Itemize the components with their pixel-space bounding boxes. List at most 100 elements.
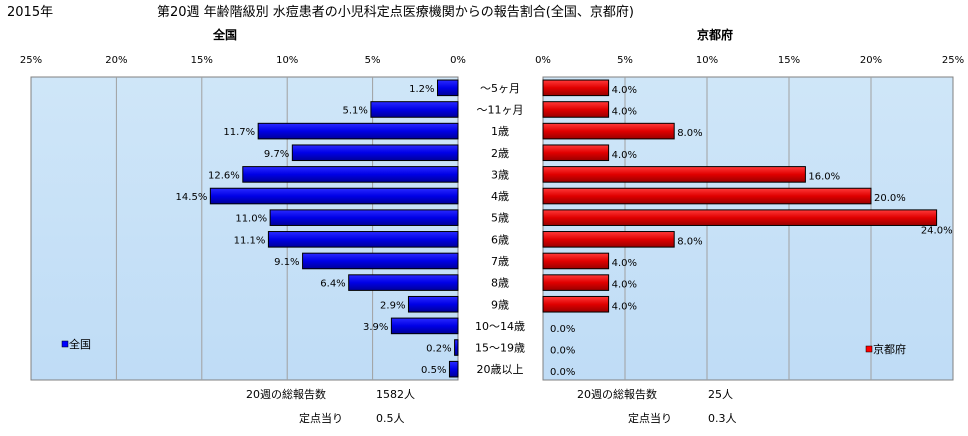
national-plot-area <box>30 76 459 381</box>
national-bar <box>348 274 459 291</box>
kyoto-tick-label: 15% <box>778 55 800 66</box>
national-bar <box>407 295 459 313</box>
age-category-label: 8歳 <box>491 277 509 290</box>
kyoto-legend: 京都府 <box>865 342 906 356</box>
kyoto-bar-value-label: 20.0% <box>874 193 906 204</box>
kyoto-bar <box>542 274 610 291</box>
kyoto-bars: 4.0% 4.0% 8.0% 4.0% 16.0% 20.0% 24.0% 8.0% 4.0% 4… <box>542 79 953 378</box>
national-bar-value-label: 12.6% <box>208 170 240 181</box>
kyoto-bar-value-label: 4.0% <box>612 301 637 312</box>
national-tick-label: 25% <box>20 55 42 66</box>
kyoto-bar <box>542 209 938 226</box>
kyoto-bar-value-label: 0.0% <box>550 324 575 335</box>
national-bar-value-label: 2.9% <box>380 300 405 311</box>
national-legend: 全国 <box>61 337 91 351</box>
national-bar-value-label: 6.4% <box>320 279 345 290</box>
national-tick-label: 15% <box>191 55 213 66</box>
chart-title: 第20週 年齢階級別 水痘患者の小児科定点医療機関からの報告割合(全国、京都府) <box>157 4 634 20</box>
national-bar-value-label: 14.5% <box>176 192 208 203</box>
age-category-label: 5歳 <box>491 212 509 225</box>
national-total-value: 1582人 <box>376 388 415 401</box>
national-bar-value-label: 0.5% <box>421 365 446 376</box>
kyoto-per-value: 0.3人 <box>708 412 737 425</box>
national-per-value: 0.5人 <box>376 412 405 425</box>
kyoto-total-value: 25人 <box>708 388 733 401</box>
national-bar <box>390 317 459 335</box>
kyoto-bar-value-label: 4.0% <box>612 280 637 291</box>
age-category-label: 6歳 <box>491 233 509 246</box>
national-legend-swatch <box>61 340 69 348</box>
national-bar-value-label: 11.1% <box>234 235 266 246</box>
age-category-label: 4歳 <box>491 190 509 203</box>
national-total-label: 20週の総報告数 <box>246 387 326 401</box>
kyoto-total-label: 20週の総報告数 <box>577 387 657 401</box>
kyoto-bar <box>542 144 610 162</box>
kyoto-bar <box>542 101 610 118</box>
age-category-label: ～5ヶ月 <box>480 82 520 95</box>
national-axis-ticks: 0% 5% 10% 15% 20% 25% <box>20 55 466 66</box>
national-tick-label: 20% <box>105 55 127 66</box>
kyoto-bar-value-label: 16.0% <box>808 171 840 182</box>
kyoto-bar-value-label: 4.0% <box>612 150 637 161</box>
kyoto-bar-value-label: 4.0% <box>612 258 637 269</box>
kyoto-bar-value-label: 4.0% <box>612 85 637 96</box>
national-bar-value-label: 1.2% <box>409 84 434 95</box>
kyoto-bar <box>542 252 610 270</box>
age-category-label: 1歳 <box>491 125 509 138</box>
kyoto-tick-label: 25% <box>942 55 964 66</box>
national-tick-label: 10% <box>276 55 298 66</box>
age-category-label: 3歳 <box>491 168 509 181</box>
national-bars: 1.2% 5.1% 11.7% 9.7% 12.6%14.5% 11.0% 11.1% 9.1… <box>176 79 459 378</box>
national-bar <box>291 144 459 162</box>
national-tick-label: 0% <box>450 55 466 66</box>
age-category-label: 10～14歳 <box>475 320 525 333</box>
national-bar <box>209 187 459 205</box>
kyoto-bar-value-label: 0.0% <box>550 367 575 378</box>
national-bar <box>257 122 459 140</box>
national-bar <box>454 339 459 356</box>
national-bar <box>269 209 459 226</box>
kyoto-bar-value-label: 24.0% <box>921 226 953 237</box>
kyoto-panel-title: 京都府 <box>697 27 733 42</box>
national-bar <box>302 252 459 270</box>
kyoto-legend-label: 京都府 <box>873 342 906 356</box>
kyoto-tick-label: 20% <box>860 55 882 66</box>
age-category-label: 2歳 <box>491 147 509 160</box>
national-bar <box>448 360 459 378</box>
national-per-label: 定点当り <box>299 411 343 425</box>
kyoto-bar <box>542 166 806 183</box>
age-category-label: ～11ヶ月 <box>477 103 524 116</box>
kyoto-bar <box>542 122 675 140</box>
kyoto-bar-value-label: 4.0% <box>612 106 637 117</box>
kyoto-bar-value-label: 8.0% <box>677 128 702 139</box>
national-bar-value-label: 9.7% <box>264 149 289 160</box>
kyoto-bar-value-label: 8.0% <box>677 236 702 247</box>
kyoto-bar <box>542 231 675 248</box>
kyoto-tick-label: 10% <box>696 55 718 66</box>
national-bar-value-label: 0.2% <box>426 344 451 355</box>
national-bar <box>267 231 459 248</box>
kyoto-bar-value-label: 0.0% <box>550 346 575 357</box>
kyoto-bar <box>542 295 610 313</box>
national-panel-title: 全国 <box>212 27 237 42</box>
year-label: 2015年 <box>7 5 53 20</box>
national-bar-value-label: 11.7% <box>223 127 255 138</box>
age-category-labels: ～5ヶ月 ～11ヶ月 1歳 2歳 3歳 4歳 5歳 6歳 7歳 8歳 9歳 10～14歳 15～19歳 2… <box>475 82 525 376</box>
national-legend-label: 全国 <box>69 337 91 351</box>
age-category-label: 20歳以上 <box>477 363 524 376</box>
age-category-label: 7歳 <box>491 255 509 268</box>
kyoto-tick-label: 5% <box>617 55 633 66</box>
national-bar <box>242 166 459 183</box>
kyoto-bar <box>542 79 610 97</box>
kyoto-plot-area <box>542 76 954 381</box>
kyoto-axis-ticks: 0% 5% 10% 15% 20% 25% <box>535 55 964 66</box>
national-tick-label: 5% <box>365 55 381 66</box>
national-bar <box>437 79 459 97</box>
kyoto-per-label: 定点当り <box>628 411 672 425</box>
age-category-label: 9歳 <box>491 298 509 311</box>
age-category-label: 15～19歳 <box>475 342 525 355</box>
kyoto-bar <box>542 187 872 205</box>
national-bar-value-label: 3.9% <box>363 322 388 333</box>
national-bar-value-label: 11.0% <box>235 214 267 225</box>
